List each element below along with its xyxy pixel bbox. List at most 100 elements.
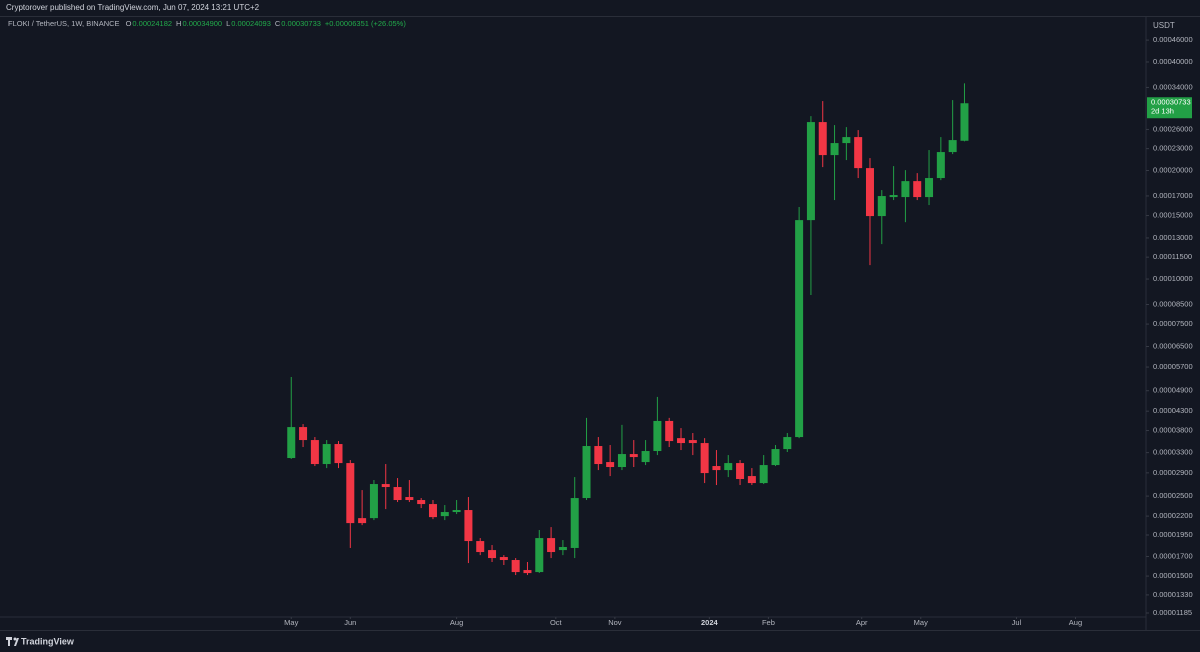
y-tick-label: 0.00002500 (1153, 491, 1193, 500)
y-tick-label: 0.00002900 (1153, 468, 1193, 477)
price-tag-label: 0.00030733 (1151, 98, 1191, 107)
y-tick-label: 0.00013000 (1153, 233, 1193, 242)
candle-body (606, 462, 615, 468)
y-tick-label: 0.00011500 (1153, 252, 1192, 261)
candle-body (901, 181, 910, 198)
candle-body (499, 557, 508, 561)
candle-body (759, 465, 768, 484)
candle-body (842, 137, 851, 144)
ohlc-key: H (176, 19, 182, 28)
candle-body (865, 168, 874, 217)
brand: TradingView (21, 636, 75, 646)
x-tick-label: Jun (344, 618, 356, 627)
y-tick-label: 0.00001700 (1153, 551, 1193, 560)
candle-body (393, 487, 402, 501)
y-tick-label: 0.00046000 (1153, 35, 1193, 44)
candle-body (960, 103, 969, 141)
ohlc-value: 0.00034900 (182, 19, 223, 28)
candle-body (877, 196, 886, 217)
candle-body (806, 122, 815, 221)
y-tick-label: 0.00005700 (1153, 362, 1193, 371)
candle-body (712, 466, 721, 471)
candle-body (369, 484, 378, 519)
y-tick-label: 0.00007500 (1153, 319, 1193, 328)
candle-body (700, 443, 709, 474)
candle-body (653, 420, 662, 452)
candles (287, 83, 969, 576)
candle-body (677, 438, 686, 444)
y-tick-label: 0.00015000 (1153, 211, 1193, 220)
candle-body (736, 463, 745, 480)
y-tick-label: 0.00008500 (1153, 299, 1193, 308)
y-tick-label: 0.00002200 (1153, 511, 1193, 520)
candle-body (334, 444, 343, 464)
y-tick-label: 0.00017000 (1153, 191, 1193, 200)
candle-body (724, 463, 733, 471)
candle-body (582, 446, 591, 499)
x-tick-label: Oct (550, 618, 563, 627)
candle-body (783, 437, 792, 450)
candle-body (346, 463, 355, 524)
candle-body (936, 152, 945, 179)
candle-body (511, 560, 520, 573)
price-tag (1147, 97, 1192, 119)
candle-body (488, 550, 497, 559)
x-tick-label: May (914, 618, 928, 627)
candle-body (594, 446, 603, 465)
candle-body (818, 122, 827, 156)
ohlc-value: 0.00024182 (132, 19, 173, 28)
candle-body (417, 500, 426, 505)
candle-body (688, 440, 697, 444)
candle-body (464, 510, 473, 542)
y-tick-label: 0.00020000 (1153, 165, 1193, 174)
x-tick-label: Apr (856, 618, 868, 627)
candle-body (299, 427, 308, 441)
ohlc-key: L (226, 19, 231, 28)
chart-bg (0, 16, 1200, 632)
candle-body (322, 444, 331, 465)
symbol: FLOKI / TetherUS, 1W, BINANCE (8, 19, 120, 28)
y-tick-label: 0.00040000 (1153, 57, 1193, 66)
legend: FLOKI / TetherUS, 1W, BINANCE O 0.0002418… (8, 19, 410, 28)
x-tick-label: Nov (608, 618, 622, 627)
x-tick-label: 2024 (701, 618, 719, 627)
candle-body (629, 454, 638, 458)
ohlc-key: O (125, 19, 132, 28)
candle-body (747, 476, 756, 484)
y-tick-label: 0.00010000 (1153, 274, 1193, 283)
brand-logo (6, 637, 19, 646)
y-tick-label: 0.00003300 (1153, 448, 1193, 457)
ohlc-key: C (274, 19, 281, 28)
ohlc-value: 0.00024093 (231, 19, 271, 28)
candle-body (452, 510, 461, 513)
candle-body (405, 497, 414, 501)
y-tick-label: 0.00004900 (1153, 386, 1193, 395)
candle-body (358, 518, 367, 524)
publisher: Cryptorover published on TradingView.com… (6, 3, 260, 12)
y-tick-label: 0.00001950 (1153, 530, 1193, 539)
candle-body (440, 512, 449, 517)
y-tick-label: 0.00023000 (1153, 144, 1193, 153)
y-tick-label: 0.00001185 (1153, 608, 1192, 617)
y-tick-label: 0.00006500 (1153, 341, 1193, 350)
candle-body (889, 195, 898, 198)
candle-body (925, 178, 934, 198)
candle-body (287, 427, 296, 459)
change: +0.00006351 (+26.05%) (324, 19, 406, 28)
candle-body (523, 570, 532, 574)
candle-body (381, 484, 390, 488)
candle-body (535, 538, 544, 573)
x-tick-label: May (284, 618, 298, 627)
candle-body (617, 454, 626, 468)
candle-body (641, 451, 650, 463)
y-tick-label: 0.00034000 (1153, 82, 1193, 91)
candle-body (830, 143, 839, 156)
candle-body (795, 220, 804, 438)
candle-body (570, 498, 579, 548)
candle-body (558, 547, 567, 551)
candle-body (913, 181, 922, 198)
candle-body (310, 440, 319, 465)
y-tick-label: 0.00026000 (1153, 124, 1193, 133)
